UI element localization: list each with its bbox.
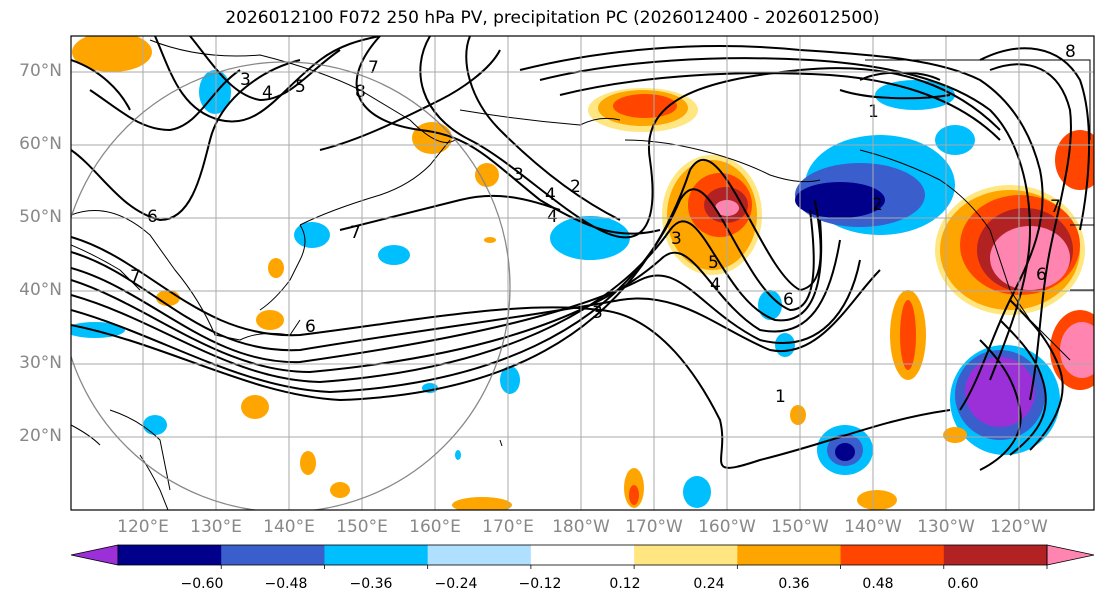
colorbar-segment (840, 545, 945, 565)
contour-label: 3 (513, 165, 524, 185)
colorbar-segment (530, 545, 635, 565)
contour-label: 7 (350, 223, 361, 243)
colorbar-tick-label: −0.48 (264, 576, 308, 592)
lon-label-140e: 140°E (263, 517, 315, 537)
contour-label: 2 (570, 177, 581, 197)
lon-label-170e: 170°E (482, 517, 534, 537)
colorbar-segment (324, 545, 429, 565)
contour-label: 2 (872, 195, 883, 215)
range-circle (71, 61, 511, 510)
lon-label-170w: 170°W (625, 517, 683, 537)
colorbar-tick-label: 0.48 (862, 576, 894, 592)
colorbar-tick-label: 0.24 (693, 576, 725, 592)
graticule (71, 36, 1094, 510)
lat-label-30n: 30°N (19, 353, 62, 373)
plot-area (71, 36, 1094, 510)
contour-label: 6 (1036, 265, 1047, 285)
contour-label: 3 (671, 229, 682, 249)
lat-label-60n: 60°N (19, 134, 62, 154)
contour-label: 4 (262, 83, 273, 103)
colorbar-tick-label: 0.12 (609, 576, 641, 592)
colorbar (70, 544, 1095, 569)
contour-label: 4 (710, 275, 721, 295)
contour-label: 3 (240, 70, 251, 90)
lon-label-160e: 160°E (409, 517, 461, 537)
colorbar-segment (118, 545, 222, 565)
pv-contours (71, 36, 1091, 471)
lon-label-140w: 140°W (844, 517, 902, 537)
colorbar-tick-label: −0.24 (434, 576, 478, 592)
contour-label: 4 (545, 185, 556, 205)
contour-label: 8 (1065, 42, 1076, 62)
lon-label-120w: 120°W (990, 517, 1048, 537)
colorbar-segment (634, 545, 738, 565)
colorbar-frame (117, 544, 1048, 566)
lon-label-130w: 130°W (917, 517, 975, 537)
lon-label-180w: 180°W (552, 517, 610, 537)
contour-label: 3 (592, 303, 603, 323)
colorbar-segment (221, 545, 325, 565)
contour-label: 6 (147, 207, 158, 227)
contour-label: 6 (305, 317, 316, 337)
contour-label: 7 (368, 58, 379, 78)
map-title: 2026012100 F072 250 hPa PV, precipitatio… (225, 8, 880, 28)
colorbar-tick-label: −0.60 (180, 576, 224, 592)
colorbar-tick-label: −0.12 (518, 576, 562, 592)
colorbar-segment (943, 545, 1048, 565)
contour-label: 6 (783, 290, 794, 310)
lat-label-70n: 70°N (19, 61, 62, 81)
colorbar-extend-min (70, 544, 119, 566)
colorbar-segment (427, 545, 532, 565)
lat-label-40n: 40°N (19, 280, 62, 300)
colorbar-tick-label: 0.36 (778, 576, 810, 592)
lon-label-160w: 160°W (698, 517, 756, 537)
lon-label-150w: 150°W (771, 517, 829, 537)
contour-label: 7 (1050, 197, 1061, 217)
contour-label: 5 (708, 253, 719, 273)
colorbar-tick-label: −0.36 (349, 576, 393, 592)
lat-label-20n: 20°N (19, 426, 62, 446)
colorbar-tick-label: 0.60 (947, 576, 979, 592)
plot-frame (70, 35, 1095, 511)
lon-label-120e: 120°E (117, 517, 169, 537)
contour-label: 4 (547, 207, 558, 227)
lat-label-50n: 50°N (19, 207, 62, 227)
lon-label-150e: 150°E (336, 517, 388, 537)
colorbar-extend-max (1046, 544, 1095, 566)
colorbar-segment (737, 545, 842, 565)
contour-label: 5 (295, 77, 306, 97)
contour-label: 7 (130, 267, 141, 287)
lon-label-130e: 130°E (190, 517, 242, 537)
contour-labels: 3 4 5 8 7 6 7 3 4 2 1 7 4 3 5 4 6 2 8 6 … (130, 42, 1076, 407)
contour-label: 1 (775, 387, 786, 407)
contour-label: 8 (355, 82, 366, 102)
